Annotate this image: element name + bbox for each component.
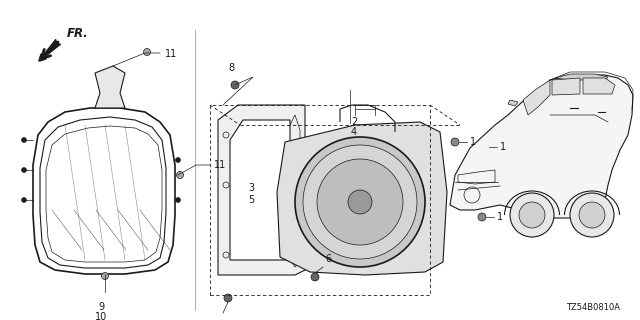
Circle shape <box>175 157 180 163</box>
Text: 4: 4 <box>351 127 357 137</box>
Text: 10: 10 <box>95 312 107 320</box>
Circle shape <box>22 167 26 172</box>
Circle shape <box>570 193 614 237</box>
Polygon shape <box>552 78 580 95</box>
Circle shape <box>224 294 232 302</box>
Circle shape <box>175 197 180 203</box>
Text: 5: 5 <box>248 195 254 205</box>
Text: 3: 3 <box>248 183 254 193</box>
Text: 2: 2 <box>351 117 357 127</box>
Circle shape <box>579 202 605 228</box>
Polygon shape <box>95 66 125 108</box>
Text: 11: 11 <box>214 160 227 170</box>
Circle shape <box>317 159 403 245</box>
Circle shape <box>102 273 109 279</box>
Circle shape <box>143 49 150 55</box>
Circle shape <box>451 138 459 146</box>
Text: TZ54B0810A: TZ54B0810A <box>566 303 620 312</box>
Text: 1: 1 <box>500 142 506 152</box>
Polygon shape <box>508 100 518 106</box>
Circle shape <box>22 197 26 203</box>
Circle shape <box>311 273 319 281</box>
Circle shape <box>231 81 239 89</box>
Polygon shape <box>230 120 290 260</box>
Polygon shape <box>555 74 608 80</box>
Text: 8: 8 <box>228 63 234 73</box>
Polygon shape <box>523 80 550 115</box>
Circle shape <box>348 190 372 214</box>
Circle shape <box>519 202 545 228</box>
Text: FR.: FR. <box>67 27 89 40</box>
Text: 11: 11 <box>165 49 177 59</box>
Polygon shape <box>218 105 305 275</box>
Circle shape <box>22 138 26 142</box>
Circle shape <box>510 193 554 237</box>
Polygon shape <box>583 78 615 94</box>
Polygon shape <box>450 75 633 218</box>
Text: 6: 6 <box>325 254 331 264</box>
Circle shape <box>303 145 417 259</box>
Text: 1: 1 <box>497 212 503 222</box>
Circle shape <box>478 213 486 221</box>
Text: 1: 1 <box>470 137 476 147</box>
Circle shape <box>295 137 425 267</box>
Polygon shape <box>277 122 447 275</box>
Circle shape <box>177 172 184 179</box>
Text: 9: 9 <box>98 302 104 312</box>
Circle shape <box>481 143 489 151</box>
